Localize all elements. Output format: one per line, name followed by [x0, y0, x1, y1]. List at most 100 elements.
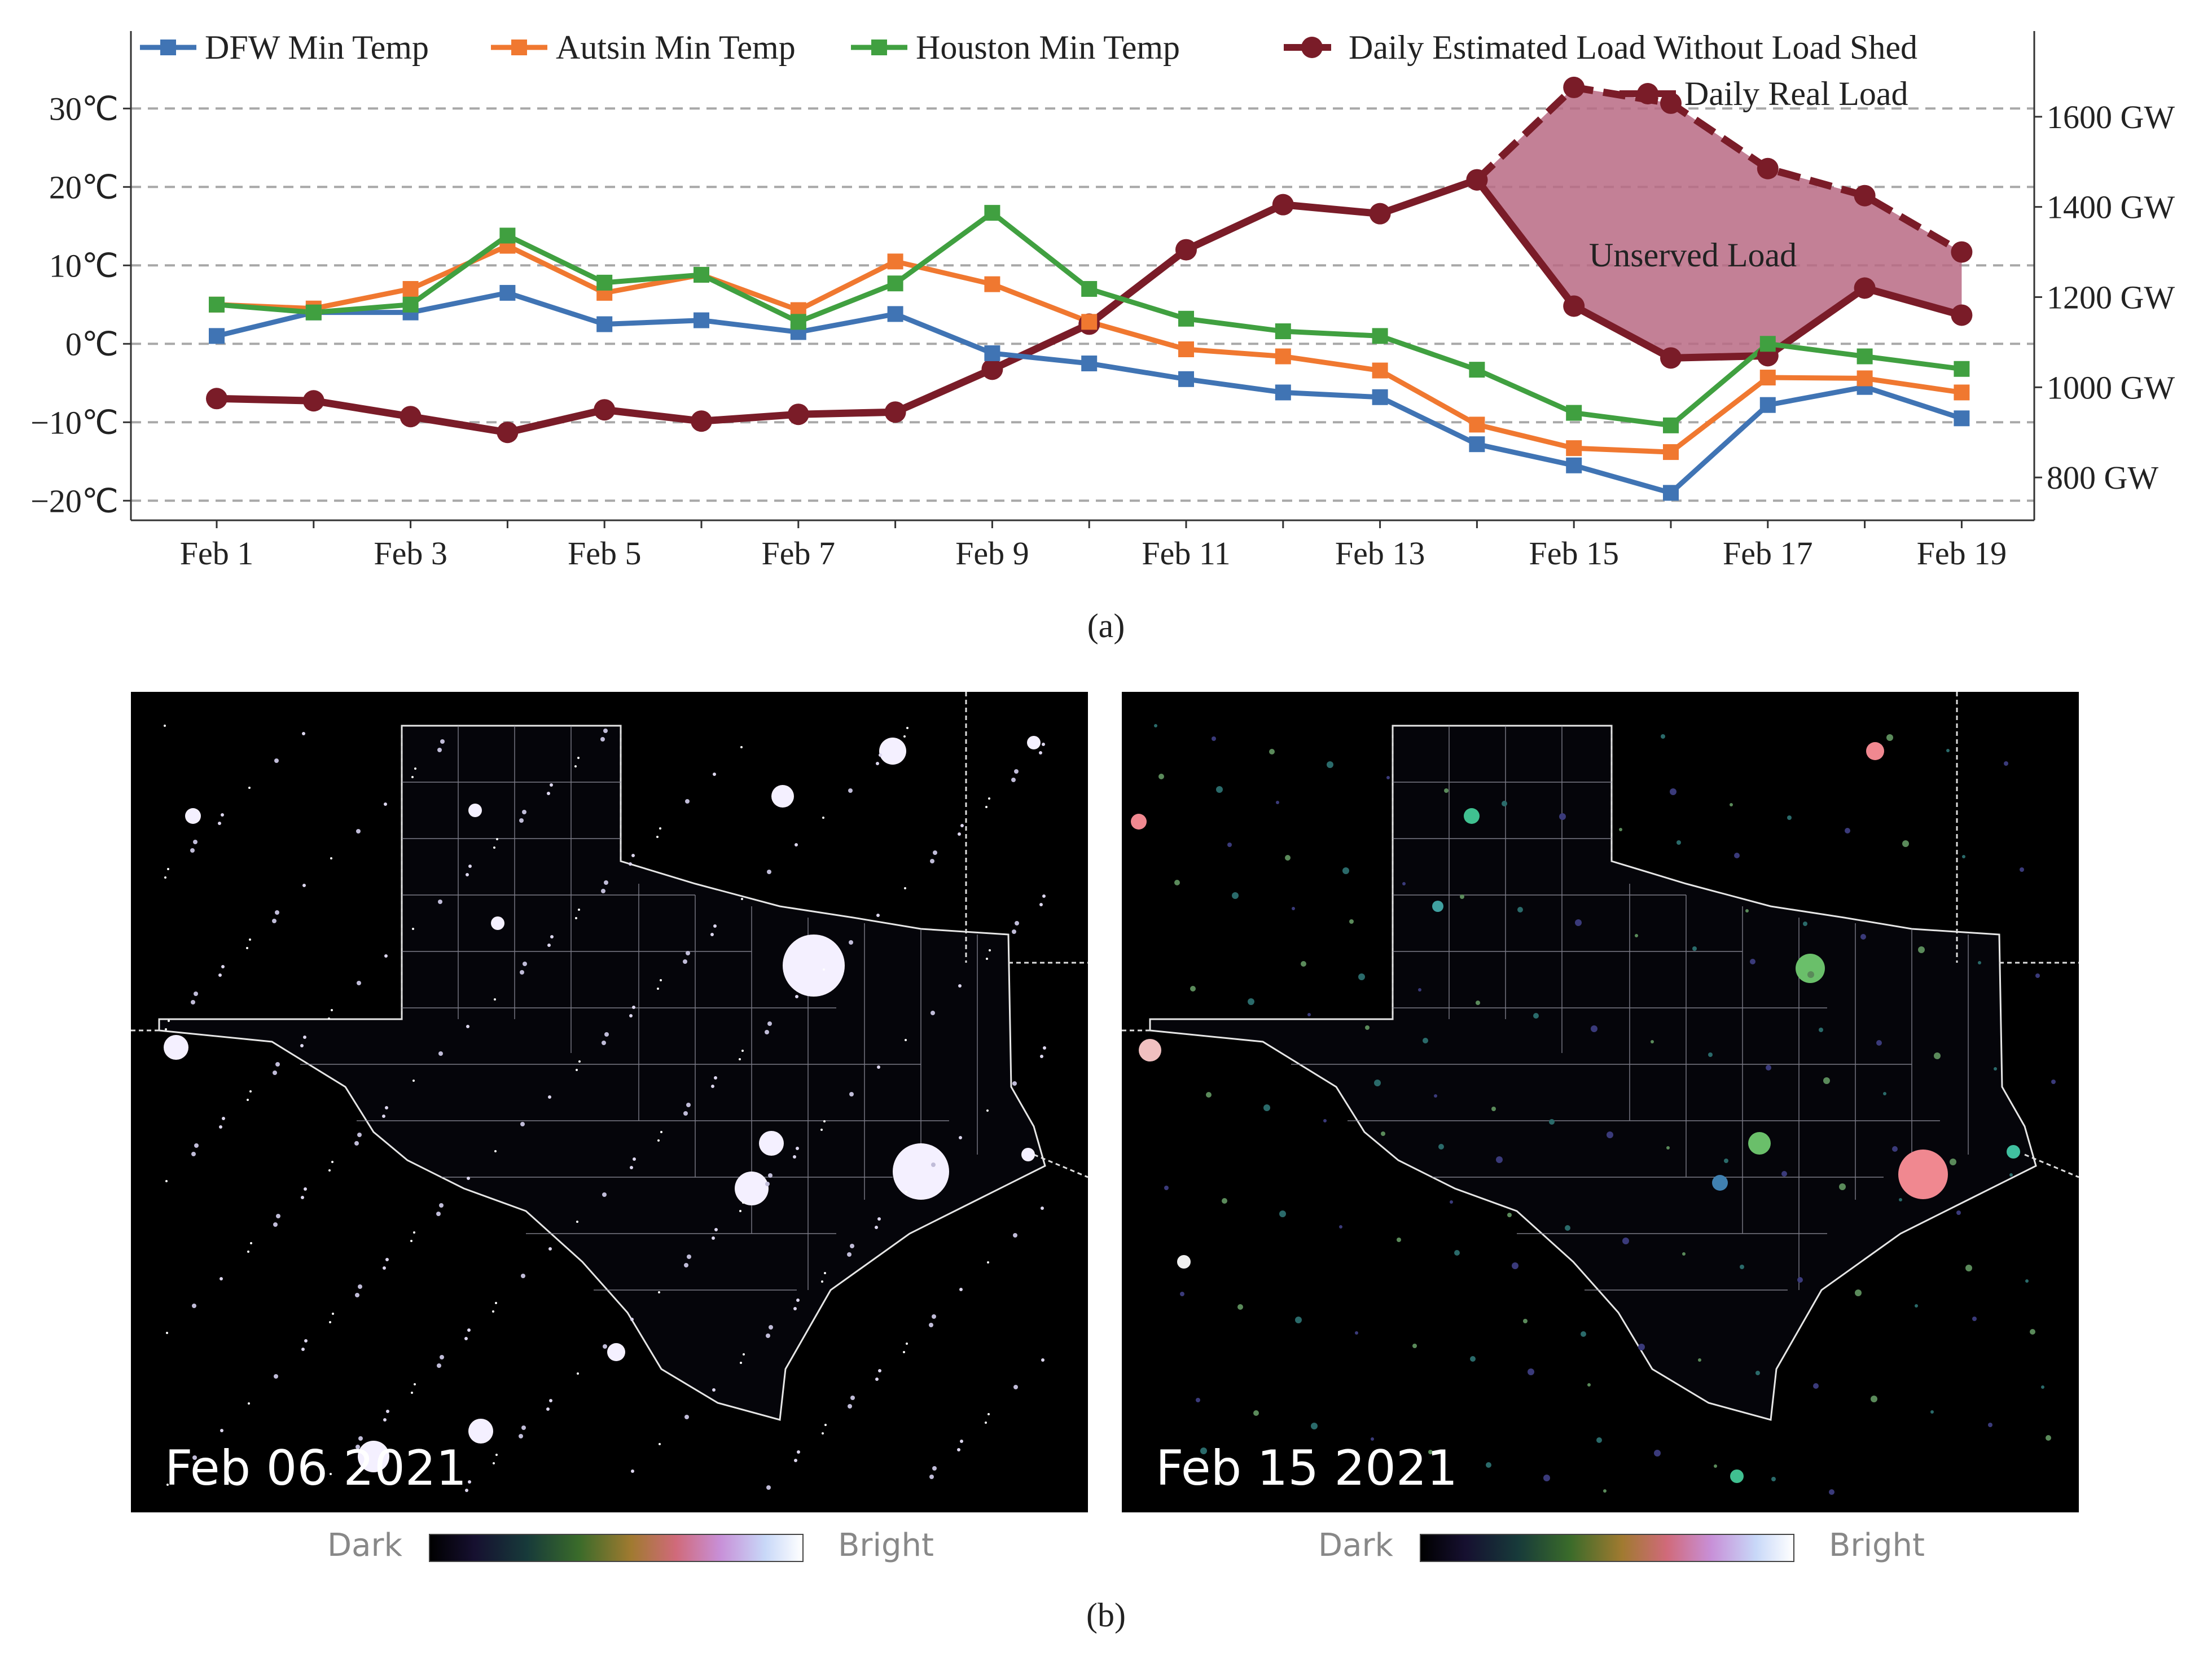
light-speck — [795, 843, 798, 846]
light-speck — [357, 981, 361, 985]
light-speck — [465, 1489, 468, 1492]
light-speck — [1682, 1252, 1686, 1256]
data-point — [1081, 356, 1098, 372]
light-speck — [986, 1109, 989, 1112]
colorbar-bright-label: Bright — [1829, 1527, 1925, 1564]
light-speck — [1386, 776, 1390, 779]
light-speck — [1043, 1046, 1046, 1050]
city-light — [879, 738, 906, 765]
light-speck — [602, 1041, 606, 1045]
light-speck — [766, 1485, 771, 1490]
y-right-tick-label: 1600 GW — [2047, 99, 2175, 135]
data-point — [209, 328, 225, 344]
light-speck — [440, 1355, 444, 1359]
light-speck — [929, 1475, 934, 1479]
light-speck — [332, 1313, 334, 1315]
light-speck — [1263, 1104, 1270, 1111]
light-speck — [1444, 788, 1449, 793]
city-light — [1730, 1469, 1744, 1483]
city-light — [1712, 1175, 1728, 1191]
light-speck — [276, 1214, 280, 1218]
light-speck — [929, 1323, 933, 1327]
light-speck — [437, 748, 442, 752]
light-speck — [631, 1469, 634, 1473]
x-tick-label: Feb 11 — [1142, 535, 1230, 572]
legend: DFW Min Temp Autsin Min Temp Houston Min T… — [140, 29, 1917, 112]
y-right-tick-label: 1400 GW — [2047, 189, 2175, 226]
data-point — [1660, 347, 1682, 369]
light-speck — [1423, 1038, 1428, 1043]
data-point — [1663, 417, 1679, 433]
light-speck — [712, 1388, 716, 1392]
light-speck — [658, 1291, 660, 1293]
light-speck — [440, 739, 445, 744]
data-point — [402, 296, 419, 313]
city-light — [2007, 1145, 2020, 1159]
light-speck — [494, 1150, 497, 1152]
light-speck — [795, 995, 798, 998]
data-point — [1469, 416, 1485, 433]
light-speck — [385, 1258, 389, 1261]
light-speck — [1698, 1358, 1701, 1362]
light-speck — [959, 1288, 963, 1291]
light-speck — [876, 762, 879, 765]
light-speck — [246, 947, 248, 949]
data-point — [887, 306, 903, 322]
light-speck — [822, 1432, 824, 1435]
light-speck — [1470, 1356, 1476, 1362]
light-speck — [521, 1425, 526, 1430]
light-speck — [2009, 1173, 2013, 1177]
light-speck — [2046, 1435, 2051, 1441]
night-lights-map-feb06: Feb 06 2021 — [131, 692, 1088, 1512]
light-speck — [1596, 1437, 1602, 1443]
light-speck — [1771, 1477, 1776, 1481]
light-speck — [660, 1131, 662, 1133]
city-light — [771, 785, 794, 808]
light-speck — [383, 1266, 386, 1270]
light-speck — [413, 1231, 415, 1234]
data-point — [1759, 370, 1776, 386]
light-speck — [520, 970, 524, 975]
data-point — [1566, 457, 1582, 473]
light-speck — [546, 1407, 550, 1411]
legend-label: Autsin Min Temp — [556, 29, 796, 66]
light-speck — [1962, 855, 1965, 858]
light-speck — [576, 1069, 578, 1071]
light-speck — [192, 1455, 197, 1460]
light-speck — [273, 1222, 278, 1227]
light-speck — [1371, 1437, 1374, 1441]
data-point — [1954, 361, 1970, 377]
light-speck — [659, 1443, 661, 1445]
light-speck — [740, 746, 743, 748]
light-speck — [1460, 894, 1464, 899]
light-speck — [1039, 903, 1043, 906]
city-light — [783, 935, 845, 997]
light-speck — [1180, 1292, 1184, 1296]
light-speck — [1651, 1040, 1654, 1043]
light-speck — [876, 914, 880, 917]
light-speck — [1454, 1250, 1460, 1256]
light-speck — [547, 792, 550, 795]
light-speck — [1930, 1410, 1934, 1414]
light-speck — [1965, 1265, 1972, 1271]
light-speck — [168, 1020, 170, 1022]
light-speck — [768, 1173, 773, 1178]
light-speck — [1012, 1081, 1017, 1086]
light-speck — [1950, 1159, 1956, 1165]
light-speck — [766, 1333, 770, 1338]
light-speck — [1946, 749, 1950, 752]
light-speck — [249, 1090, 252, 1093]
light-speck — [847, 1252, 852, 1257]
light-speck — [384, 954, 388, 958]
light-speck — [356, 829, 361, 833]
city-light — [1027, 736, 1041, 749]
axes — [123, 31, 2042, 528]
light-speck — [960, 1440, 963, 1443]
light-speck — [520, 1122, 525, 1126]
x-tick-label: Feb 7 — [762, 535, 836, 572]
light-speck — [165, 1180, 168, 1182]
light-speck — [1638, 1344, 1645, 1350]
light-speck — [1813, 1383, 1819, 1389]
light-speck — [522, 810, 526, 814]
annotations: Unserved Load — [1589, 236, 1797, 274]
